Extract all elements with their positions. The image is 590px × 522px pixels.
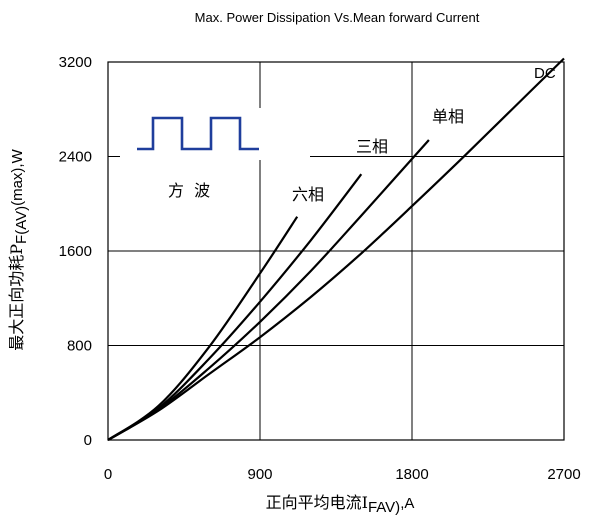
series-line-three-phase bbox=[107, 173, 363, 441]
y-axis-label-tail: (max),W bbox=[9, 148, 26, 205]
series-label-six-phase: 六相 bbox=[292, 185, 324, 204]
y-tick-labels: 0 800 1600 2400 3200 bbox=[59, 54, 92, 449]
y-tick-label: 0 bbox=[84, 432, 92, 449]
plot-frame bbox=[107, 61, 565, 441]
y-tick-label: 2400 bbox=[59, 149, 92, 166]
x-axis-label: 正向平均电流IFAV),A bbox=[266, 493, 415, 516]
x-tick-label: 1800 bbox=[395, 466, 428, 483]
legend-text: 方 波 bbox=[168, 181, 210, 200]
series-label-dc: DC bbox=[534, 65, 556, 82]
x-axis-label-sub: FAV) bbox=[368, 499, 400, 516]
y-axis-label-main: 最大正向功耗P bbox=[7, 244, 26, 351]
series-label-three-phase: 三相 bbox=[356, 137, 388, 156]
y-axis-label-sub: F(AV) bbox=[13, 206, 30, 244]
x-tick-labels: 0 900 1800 2700 bbox=[104, 466, 581, 483]
series-label-single-phase: 单相 bbox=[432, 107, 464, 126]
x-tick-label: 2700 bbox=[547, 466, 580, 483]
square-wave-icon bbox=[137, 116, 259, 151]
x-tick-label: 0 bbox=[104, 466, 112, 483]
series-line-single-phase bbox=[107, 139, 430, 441]
x-tick-label: 900 bbox=[247, 466, 272, 483]
chart-title: Max. Power Dissipation Vs.Mean forward C… bbox=[195, 10, 480, 25]
series-line-six-phase bbox=[107, 216, 299, 441]
y-tick-label: 3200 bbox=[59, 54, 92, 71]
series-lines bbox=[107, 57, 565, 441]
x-axis-label-main: 正向平均电流I bbox=[266, 493, 368, 512]
y-axis-label: 最大正向功耗PF(AV)(max),W bbox=[7, 148, 30, 350]
y-tick-label: 800 bbox=[67, 338, 92, 355]
series-line-dc bbox=[107, 57, 565, 441]
square-wave-legend: 方 波 bbox=[120, 108, 310, 200]
y-tick-label: 1600 bbox=[59, 243, 92, 260]
x-axis-label-tail: ,A bbox=[400, 495, 414, 512]
